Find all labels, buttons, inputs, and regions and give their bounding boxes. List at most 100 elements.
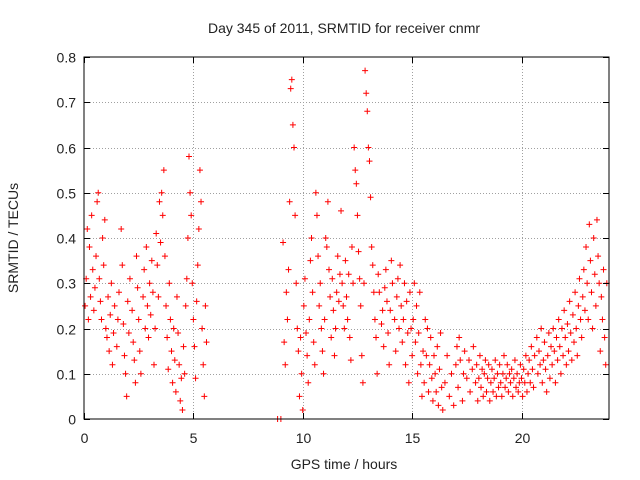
data-point: [159, 212, 166, 219]
data-point: [408, 325, 415, 332]
data-point: [329, 275, 336, 282]
data-point: [157, 239, 164, 246]
x-axis: 0 5 10 15 20: [81, 57, 530, 446]
data-point: [163, 302, 170, 309]
data-point: [525, 370, 532, 377]
data-point: [146, 280, 153, 287]
data-point: [191, 343, 198, 350]
data-point: [414, 370, 421, 377]
data-point: [590, 235, 597, 241]
data-point: [586, 221, 593, 228]
data-point: [335, 298, 342, 305]
data-point: [383, 298, 390, 305]
data-point: [591, 271, 598, 278]
data-point: [553, 334, 560, 341]
data-point: [546, 375, 553, 382]
data-point: [332, 325, 339, 332]
data-point: [444, 352, 451, 359]
data-point: [421, 379, 428, 386]
data-point: [487, 379, 494, 386]
data-point: [382, 266, 389, 273]
data-point: [579, 293, 586, 300]
x-tick-label: 15: [405, 430, 421, 446]
data-point: [399, 339, 406, 346]
data-point: [149, 289, 156, 296]
data-point: [378, 320, 385, 327]
data-point: [404, 330, 411, 337]
data-point: [118, 225, 125, 232]
data-point: [403, 298, 410, 305]
data-point: [123, 393, 130, 400]
data-point: [313, 212, 320, 219]
data-point: [397, 262, 404, 269]
data-point: [342, 257, 349, 264]
data-point: [499, 370, 506, 377]
data-point: [192, 375, 199, 382]
data-point: [109, 361, 116, 368]
data-point: [114, 316, 121, 323]
data-point: [301, 275, 308, 282]
data-point: [461, 348, 468, 355]
data-point: [556, 343, 563, 350]
data-point: [152, 325, 159, 332]
data-point: [321, 316, 328, 323]
data-point: [433, 388, 440, 395]
data-point: [483, 388, 490, 395]
data-point: [502, 384, 509, 391]
data-point: [292, 212, 299, 219]
data-point: [406, 289, 413, 296]
data-point: [288, 76, 295, 83]
data-point: [94, 198, 101, 205]
data-point: [578, 334, 585, 341]
data-point: [307, 257, 314, 264]
data-point: [520, 366, 527, 373]
data-point: [561, 307, 568, 314]
data-point: [470, 343, 477, 350]
data-point: [518, 375, 525, 382]
data-point: [308, 235, 315, 241]
data-point: [402, 361, 409, 368]
data-point: [310, 339, 317, 346]
data-point: [593, 216, 600, 223]
data-point: [141, 266, 148, 273]
grid: [84, 57, 609, 419]
data-point: [448, 370, 455, 377]
data-point: [555, 316, 562, 323]
x-tick-label: 10: [296, 430, 312, 446]
data-point: [460, 370, 467, 377]
data-point: [490, 388, 497, 395]
data-point: [598, 293, 605, 300]
data-point: [549, 361, 556, 368]
data-point: [182, 302, 189, 309]
y-tick-label: 0.3: [57, 276, 77, 292]
data-point: [352, 167, 359, 174]
data-point: [459, 397, 466, 404]
y-tick-label: 0.4: [57, 231, 77, 247]
data-point: [485, 361, 492, 368]
data-point: [410, 316, 417, 323]
data-point: [154, 262, 161, 269]
y-tick-label: 0.2: [57, 322, 77, 338]
data-point: [130, 339, 137, 346]
data-point: [317, 280, 324, 287]
data-point: [193, 298, 200, 305]
data-point: [176, 361, 183, 368]
data-point: [522, 352, 529, 359]
data-point: [413, 302, 420, 309]
y-tick-label: 0: [68, 412, 76, 428]
data-point: [492, 357, 499, 364]
data-point: [508, 366, 515, 373]
data-point: [479, 366, 486, 373]
data-points: [82, 67, 610, 422]
data-point: [194, 262, 201, 269]
data-point: [289, 121, 296, 128]
data-point: [200, 361, 207, 368]
data-point: [389, 280, 396, 287]
data-point: [148, 257, 155, 264]
data-point: [599, 316, 606, 323]
data-point: [347, 357, 354, 364]
data-point: [172, 388, 179, 395]
data-point: [472, 379, 479, 386]
data-point: [602, 361, 609, 368]
data-point: [331, 352, 338, 359]
